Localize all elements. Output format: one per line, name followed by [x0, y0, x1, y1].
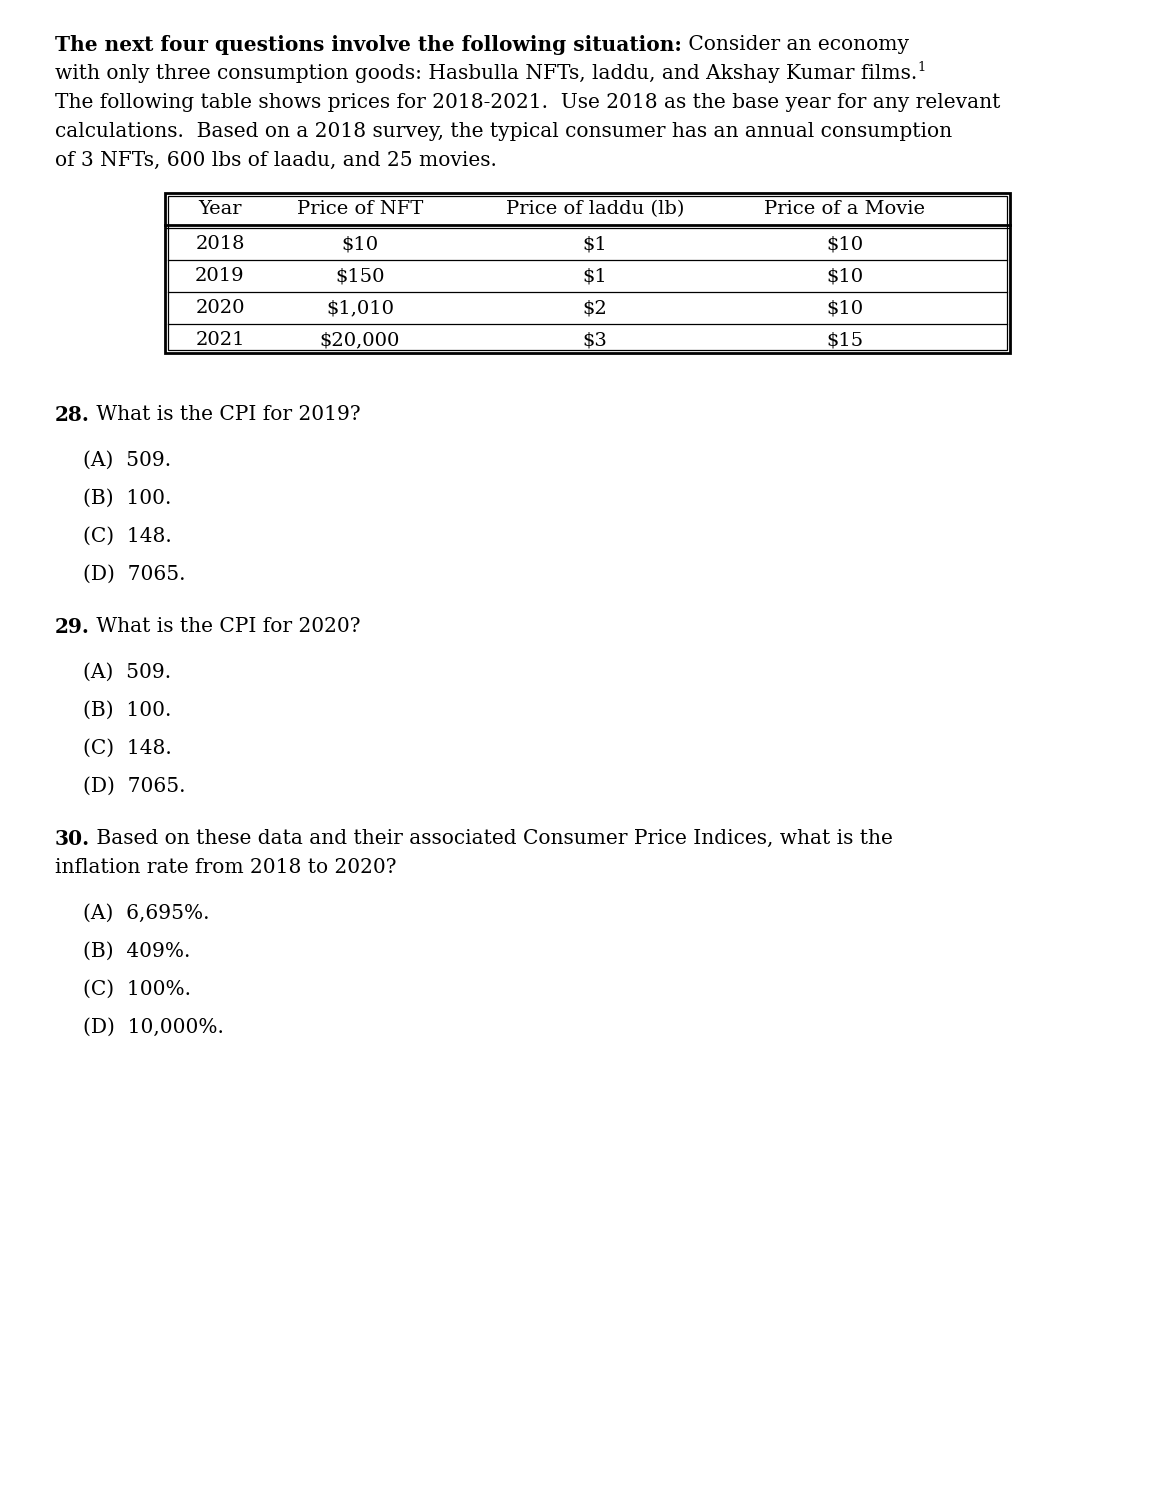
- Text: $10: $10: [826, 267, 863, 285]
- Text: inflation rate from 2018 to 2020?: inflation rate from 2018 to 2020?: [55, 858, 397, 877]
- Text: $10: $10: [826, 299, 863, 317]
- Text: The following table shows prices for 2018-2021.  Use 2018 as the base year for a: The following table shows prices for 201…: [55, 94, 1000, 112]
- Text: Price of a Movie: Price of a Movie: [764, 199, 925, 217]
- Bar: [168, 196, 1007, 350]
- Text: (B)  409%.: (B) 409%.: [83, 942, 191, 960]
- Text: of 3 NFTs, 600 lbs of laadu, and 25 movies.: of 3 NFTs, 600 lbs of laadu, and 25 movi…: [55, 151, 497, 171]
- Text: Consider an economy: Consider an economy: [682, 35, 909, 54]
- Text: (D)  7065.: (D) 7065.: [83, 565, 186, 584]
- Text: (A)  509.: (A) 509.: [83, 663, 171, 683]
- Text: 30.: 30.: [55, 829, 90, 849]
- Text: $20,000: $20,000: [319, 331, 400, 349]
- Text: 2020: 2020: [195, 299, 245, 317]
- Text: (D)  10,000%.: (D) 10,000%.: [83, 1018, 223, 1037]
- Text: The next four questions involve the following situation:: The next four questions involve the foll…: [55, 35, 682, 54]
- Text: calculations.  Based on a 2018 survey, the typical consumer has an annual consum: calculations. Based on a 2018 survey, th…: [55, 122, 952, 140]
- Text: $1,010: $1,010: [326, 299, 394, 317]
- Text: 29.: 29.: [55, 618, 90, 637]
- Text: 28.: 28.: [55, 405, 90, 424]
- Text: $3: $3: [583, 331, 607, 349]
- Text: (A)  6,695%.: (A) 6,695%.: [83, 904, 209, 923]
- Text: (C)  100%.: (C) 100%.: [83, 980, 191, 1000]
- Text: 1: 1: [917, 60, 925, 74]
- Text: Price of laddu (lb): Price of laddu (lb): [505, 199, 684, 217]
- Text: (B)  100.: (B) 100.: [83, 701, 171, 720]
- Text: What is the CPI for 2019?: What is the CPI for 2019?: [90, 405, 360, 424]
- Text: $15: $15: [826, 331, 863, 349]
- Text: Based on these data and their associated Consumer Price Indices, what is the: Based on these data and their associated…: [90, 829, 893, 849]
- Text: with only three consumption goods: Hasbulla NFTs, laddu, and Akshay Kumar films.: with only three consumption goods: Hasbu…: [55, 63, 917, 83]
- Text: $150: $150: [336, 267, 385, 285]
- Text: (C)  148.: (C) 148.: [83, 738, 172, 758]
- Text: 2019: 2019: [195, 267, 245, 285]
- Text: $1: $1: [583, 267, 607, 285]
- Text: (D)  7065.: (D) 7065.: [83, 778, 186, 796]
- Text: $1: $1: [583, 236, 607, 254]
- Text: $10: $10: [342, 236, 379, 254]
- Text: $10: $10: [826, 236, 863, 254]
- Bar: [165, 193, 1010, 353]
- Text: (A)  509.: (A) 509.: [83, 451, 171, 470]
- Text: (B)  100.: (B) 100.: [83, 489, 171, 507]
- Text: $2: $2: [583, 299, 607, 317]
- Text: Year: Year: [198, 199, 242, 217]
- Text: 2018: 2018: [195, 236, 245, 254]
- Text: (C)  148.: (C) 148.: [83, 527, 172, 547]
- Text: What is the CPI for 2020?: What is the CPI for 2020?: [90, 618, 360, 636]
- Text: 2021: 2021: [195, 331, 245, 349]
- Text: Price of NFT: Price of NFT: [297, 199, 424, 217]
